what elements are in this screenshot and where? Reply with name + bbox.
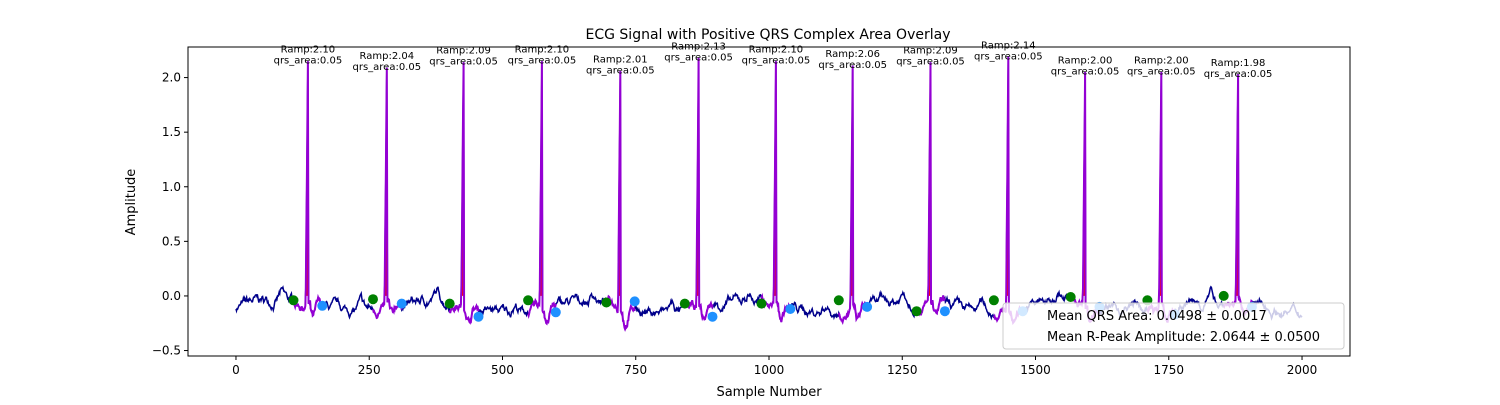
r-peak-annotation-ramp: Ramp:2.00 (1058, 56, 1113, 67)
r-peak-annotation-ramp: Ramp:2.04 (360, 51, 415, 62)
x-tick-label: 1000 (754, 363, 785, 377)
r-peak-annotation-qrs-area: qrs_area:0.05 (586, 66, 655, 77)
r-peak-annotation-ramp: Ramp:2.14 (981, 40, 1036, 51)
x-tick-label: 0 (232, 363, 240, 377)
y-axis-label: Amplitude (124, 169, 139, 236)
r-peak-annotation-qrs-area: qrs_area:0.05 (274, 56, 343, 67)
legend-entry-mean-qrs-area: Mean QRS Area: 0.0498 ± 0.0017 (1047, 309, 1267, 324)
x-tick-label: 500 (491, 363, 514, 377)
qrs-segment-line (292, 61, 324, 318)
q-point-marker (368, 294, 378, 305)
y-tick-label: 2.0 (162, 71, 181, 85)
s-point-marker (785, 304, 796, 314)
qrs-segment-line (527, 61, 557, 326)
x-tick-label: 750 (624, 363, 647, 377)
q-point-marker (523, 295, 534, 306)
s-point-marker (862, 301, 873, 312)
chart-title: ECG Signal with Positive QRS Complex Are… (586, 27, 951, 43)
r-peak-annotation-ramp: Ramp:2.01 (593, 55, 648, 66)
q-point-marker (444, 298, 455, 309)
s-point-marker (707, 311, 718, 322)
r-peak-annotation-ramp: Ramp:2.00 (1134, 56, 1189, 67)
y-tick-label: 0.5 (162, 234, 181, 248)
q-point-marker (988, 295, 999, 306)
r-peak-annotation-ramp: Ramp:2.10 (515, 45, 570, 56)
r-peak-annotation-ramp: Ramp:2.09 (436, 46, 491, 57)
y-tick-label: 1.5 (162, 125, 181, 139)
r-peak-annotation-ramp: Ramp:1.98 (1211, 58, 1266, 69)
qrs-segment-line (683, 57, 714, 322)
x-axis-label: Sample Number (716, 385, 822, 400)
r-peak-annotation-qrs-area: qrs_area:0.05 (818, 60, 887, 71)
r-peak-annotation-qrs-area: qrs_area:0.05 (974, 51, 1043, 62)
x-tick-label: 2000 (1287, 363, 1318, 377)
r-peak-annotation-ramp: Ramp:2.10 (281, 45, 336, 56)
legend-entry-mean-r-peak-amplitude: Mean R-Peak Amplitude: 2.0644 ± 0.0500 (1047, 330, 1320, 345)
r-peak-annotation-qrs-area: qrs_area:0.05 (1051, 67, 1120, 78)
y-tick-label: −0.5 (152, 344, 181, 358)
q-point-marker (679, 298, 690, 309)
qrs-segment-line (837, 65, 868, 325)
s-point-marker (317, 300, 328, 311)
s-point-marker (629, 296, 640, 307)
r-peak-annotation-qrs-area: qrs_area:0.05 (508, 56, 577, 67)
r-peak-annotation-qrs-area: qrs_area:0.05 (1204, 69, 1273, 80)
r-peak-annotation-qrs-area: qrs_area:0.05 (742, 56, 811, 67)
legend: Mean QRS Area: 0.0498 ± 0.0017 Mean R-Pe… (1002, 302, 1345, 350)
s-point-marker (396, 298, 407, 309)
r-peak-annotation-ramp: Ramp:2.09 (903, 46, 958, 57)
x-tick-label: 250 (358, 363, 381, 377)
axis-ticks: 0 250 500 750 1000 1250 1500 1750 2000 −0.5 0.0 0.5… (152, 71, 1317, 377)
qrs-segment-line (448, 62, 480, 325)
qrs-segment-line (372, 67, 403, 320)
r-peak-annotation-qrs-area: qrs_area:0.05 (352, 62, 421, 73)
s-point-marker (473, 311, 484, 322)
qrs-segment-line (915, 62, 946, 317)
x-tick-label: 1750 (1153, 363, 1184, 377)
legend-box (1002, 302, 1345, 350)
q-point-marker (911, 306, 922, 317)
q-point-marker (833, 295, 844, 306)
q-point-marker (756, 298, 767, 309)
r-peak-annotation-qrs-area: qrs_area:0.05 (429, 57, 498, 68)
q-point-marker (1218, 290, 1229, 301)
x-tick-label: 1250 (887, 363, 918, 377)
y-tick-label: 1.0 (162, 180, 181, 194)
q-point-marker (601, 297, 612, 308)
q-point-marker (1065, 292, 1076, 302)
r-peak-annotation-ramp: Ramp:2.10 (749, 45, 804, 56)
s-point-marker (939, 306, 950, 317)
s-point-marker (550, 307, 561, 318)
r-peak-annotation-qrs-area: qrs_area:0.05 (1127, 67, 1196, 78)
y-tick-label: 0.0 (162, 289, 181, 303)
x-tick-label: 1500 (1020, 363, 1051, 377)
r-peak-annotation-ramp: Ramp:2.06 (825, 49, 880, 60)
q-point-marker (288, 295, 299, 306)
r-peak-annotation-qrs-area: qrs_area:0.05 (896, 57, 965, 68)
r-peak-annotation-qrs-area: qrs_area:0.05 (664, 52, 733, 63)
